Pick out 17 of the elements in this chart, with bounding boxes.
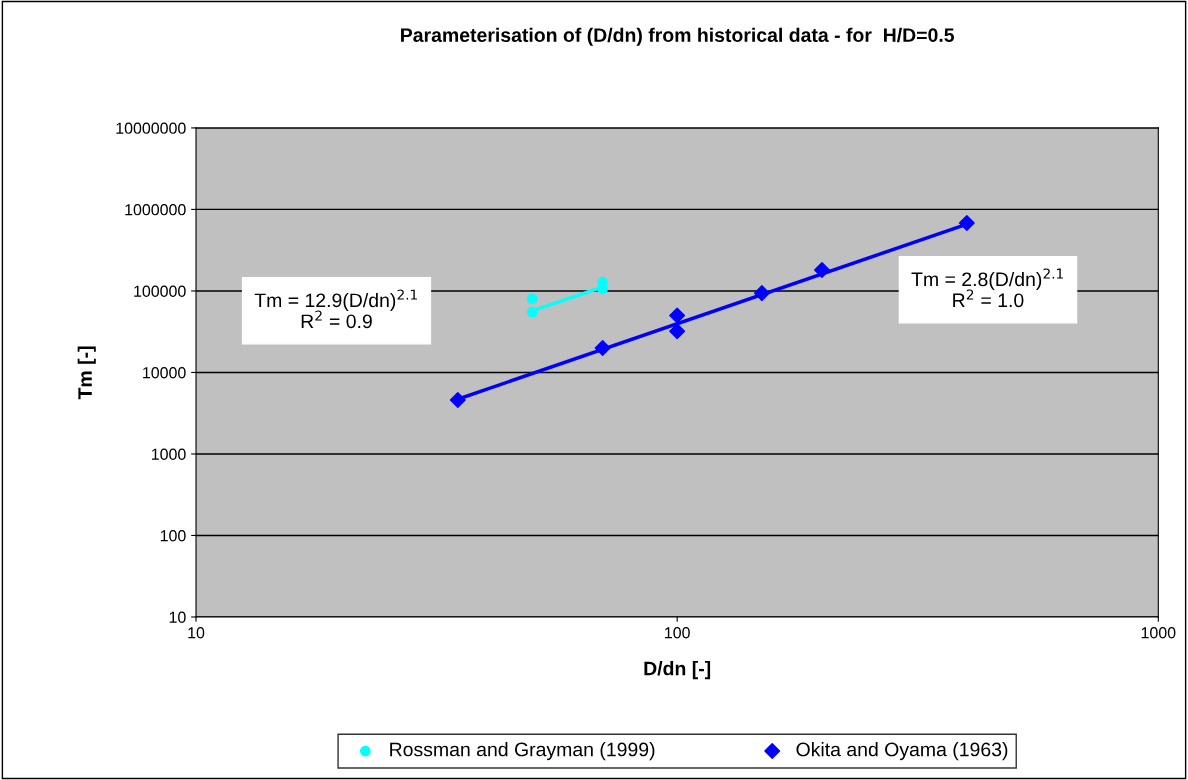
legend-label: Okita and Oyama (1963) — [796, 742, 1008, 761]
text: Tm = 2.8(D/dn)$^{2.1}$ R$^{2}$ = 1.0 — [911, 268, 1063, 308]
text: Tm = 12.9(D/dn)$^{2.1}$ R$^{2}$ = 0.9 — [254, 289, 417, 329]
y-tick-label: 100 — [160, 530, 186, 542]
y-tick-label: 1000000 — [125, 204, 186, 216]
x-tick-label: 1000 — [1141, 627, 1176, 639]
x-axis-title: D/dn [-] — [644, 661, 711, 680]
y-tick-label: 1000 — [151, 448, 186, 460]
y-tick-label: 100000 — [134, 285, 186, 297]
legend-label: Rossman and Grayman (1999) — [390, 742, 655, 761]
y-tick-label: 10 — [169, 611, 186, 623]
x-tick-label: 10 — [188, 627, 205, 639]
y-axis-title: Tm [-] — [77, 346, 96, 400]
chart-title: Parameterisation of (D/dn) from historical data - for H/D=0.5 — [401, 27, 955, 46]
y-tick-label: 10000000 — [116, 122, 186, 134]
x-tick-label: 100 — [665, 627, 690, 639]
y-tick-label: 10000 — [143, 367, 186, 379]
